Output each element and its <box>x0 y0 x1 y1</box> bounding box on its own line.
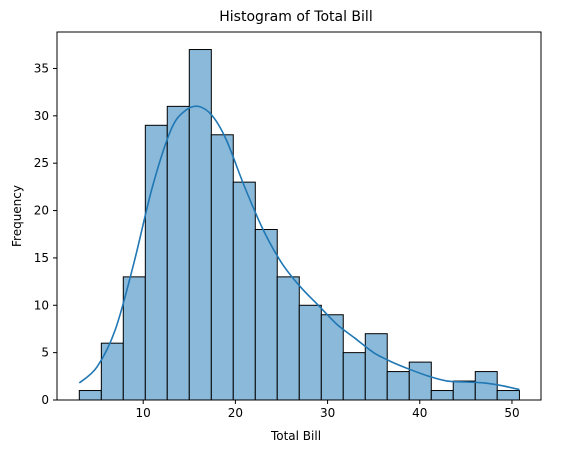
bars-layer <box>78 49 520 401</box>
y-tick-label: 20 <box>34 204 49 218</box>
histogram-bar-13 <box>342 352 366 401</box>
histogram-bar-17 <box>430 390 454 401</box>
y-axis-label: Frequency <box>10 185 24 247</box>
x-tick-label: 40 <box>412 406 427 420</box>
x-tick-label: 50 <box>504 406 519 420</box>
chart-title: Histogram of Total Bill <box>219 9 372 25</box>
x-tick-label: 30 <box>320 406 335 420</box>
histogram-bar-1 <box>78 390 102 401</box>
histogram-bar-14 <box>364 333 388 401</box>
histogram-bar-15 <box>386 371 410 401</box>
histogram-bar-18 <box>452 380 476 401</box>
y-axis-ticks: 0 5 10 15 20 25 30 35 <box>34 61 57 407</box>
x-axis-ticks: 10 20 30 40 50 <box>136 400 520 420</box>
histogram-bar-7 <box>210 134 234 401</box>
histogram-bar-4 <box>144 124 168 401</box>
histogram-bar-16 <box>408 361 432 401</box>
y-tick-label: 30 <box>34 109 49 123</box>
y-tick-label: 25 <box>34 156 49 170</box>
histogram-bar-10 <box>276 276 300 401</box>
x-tick-label: 10 <box>136 406 151 420</box>
x-tick-label: 20 <box>228 406 243 420</box>
x-axis-label: Total Bill <box>270 429 321 443</box>
histogram-bar-8 <box>232 181 256 401</box>
plot-frame <box>56 31 542 401</box>
histogram-bar-19 <box>474 371 498 401</box>
y-tick-label: 5 <box>41 346 49 360</box>
histogram-bar-11 <box>298 304 322 401</box>
y-tick-label: 10 <box>34 298 49 312</box>
kde-layer <box>78 105 520 391</box>
histogram-bar-6 <box>188 49 212 401</box>
y-tick-label: 15 <box>34 251 49 265</box>
histogram-bar-2 <box>100 342 124 401</box>
histogram-bar-9 <box>254 228 278 401</box>
histogram-bar-5 <box>166 105 190 401</box>
histogram-bar-20 <box>496 390 520 401</box>
y-tick-label: 35 <box>34 61 49 75</box>
y-tick-label: 0 <box>41 393 49 407</box>
histogram-bar-3 <box>122 276 146 401</box>
kde-curve <box>78 105 520 391</box>
